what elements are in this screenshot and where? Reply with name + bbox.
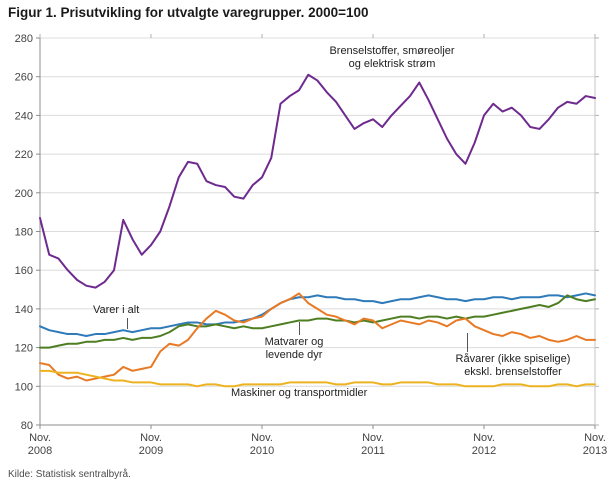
annotation-raavarer: Råvarer (ikke spiselige) ekskl. brensels… (438, 353, 588, 379)
svg-text:100: 100 (15, 381, 33, 393)
svg-text:260: 260 (15, 72, 33, 84)
svg-text:2008: 2008 (28, 445, 52, 457)
figure-title: Figur 1. Prisutvikling for utvalgte vare… (8, 5, 369, 20)
svg-text:2009: 2009 (139, 445, 163, 457)
svg-text:Nov.: Nov. (362, 432, 384, 444)
svg-text:180: 180 (15, 227, 33, 239)
source-note: Kilde: Statistisk sentralbyrå. (8, 469, 131, 480)
svg-text:Nov.: Nov. (140, 432, 162, 444)
svg-text:2010: 2010 (250, 445, 274, 457)
annotation-varer-i-alt: Varer i alt (93, 304, 139, 317)
annotation-line: Råvarer (ikke spiselige) (455, 353, 571, 365)
svg-text:120: 120 (15, 343, 33, 355)
annotation-connector-raavarer (467, 333, 468, 352)
svg-text:240: 240 (15, 110, 33, 122)
annotation-brenselstoffer: Brenselstoffer, smøreoljer og elektrisk … (308, 45, 476, 71)
annotation-connector-matvarer (299, 322, 300, 335)
svg-text:Nov.: Nov. (584, 432, 606, 444)
svg-text:160: 160 (15, 265, 33, 277)
annotation-line: levende dyr (265, 349, 323, 361)
svg-text:200: 200 (15, 188, 33, 200)
svg-text:2012: 2012 (472, 445, 496, 457)
annotation-matvarer: Matvarer og levende dyr (254, 336, 334, 362)
annotation-line: og elektrisk strøm (348, 58, 436, 70)
annotation-line: ekskl. brenselstoffer (464, 366, 562, 378)
svg-text:280: 280 (15, 33, 33, 45)
svg-text:140: 140 (15, 304, 33, 316)
annotation-maskiner: Maskiner og transportmidler (231, 387, 367, 400)
svg-text:Nov.: Nov. (473, 432, 495, 444)
plot-svg: 80100120140160180200220240260280Nov.2008… (15, 33, 608, 457)
svg-text:220: 220 (15, 149, 33, 161)
annotation-line: Brenselstoffer, smøreoljer (329, 45, 455, 57)
annotation-connector-varer (127, 318, 128, 329)
svg-text:2013: 2013 (583, 445, 607, 457)
annotation-line: Maskiner og transportmidler (231, 387, 368, 399)
annotation-line: Matvarer og (264, 336, 324, 348)
svg-text:Nov.: Nov. (29, 432, 51, 444)
svg-text:2011: 2011 (361, 445, 385, 457)
annotation-line: Varer i alt (93, 304, 140, 316)
svg-text:80: 80 (21, 420, 33, 432)
svg-text:Nov.: Nov. (251, 432, 273, 444)
